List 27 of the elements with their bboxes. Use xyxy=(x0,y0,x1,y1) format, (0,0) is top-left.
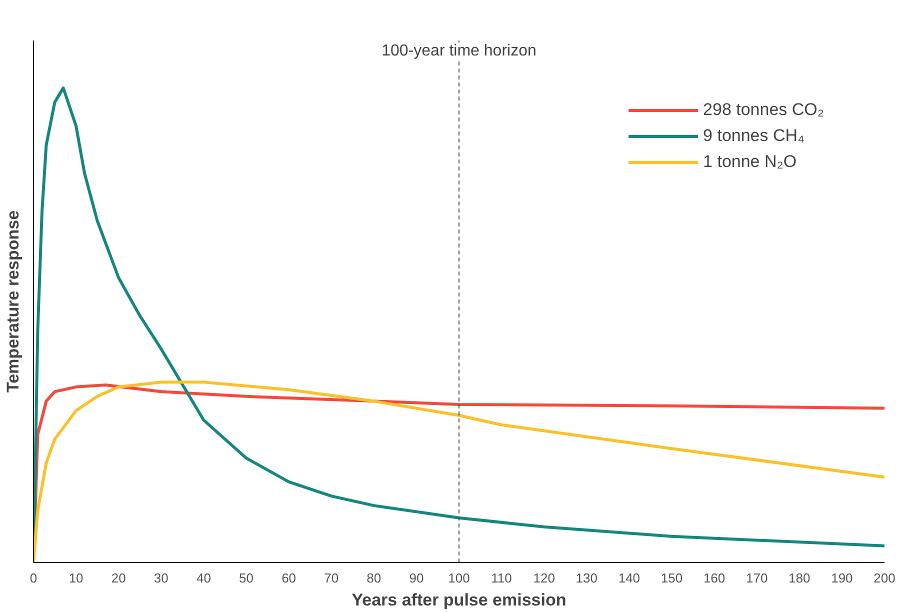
x-tick-label: 120 xyxy=(533,570,555,586)
x-tick-label: 100 xyxy=(448,570,470,586)
x-tick-label: 30 xyxy=(154,570,168,586)
x-tick-label: 10 xyxy=(68,570,84,586)
x-tick-label: 160 xyxy=(703,570,726,586)
legend-label: 9 tonnes CH₄ xyxy=(703,126,804,146)
x-tick-label: 110 xyxy=(491,570,512,586)
x-axis-title: Years after pulse emission xyxy=(352,590,566,610)
x-tick-label: 20 xyxy=(111,570,126,586)
x-tick-label: 50 xyxy=(239,570,254,586)
x-tick-label: 60 xyxy=(282,570,296,586)
x-tick-label: 90 xyxy=(409,570,424,586)
x-tick-label: 140 xyxy=(618,570,640,586)
x-tick-label: 190 xyxy=(831,570,853,586)
legend-label: 298 tonnes CO₂ xyxy=(703,100,824,120)
x-tick-label: 80 xyxy=(366,570,382,586)
x-tick-label: 130 xyxy=(576,570,598,586)
x-tick-label: 0 xyxy=(30,570,38,586)
x-tick-label: 170 xyxy=(746,570,768,586)
x-tick-label: 150 xyxy=(660,570,683,586)
ref-line-label: 100-year time horizon xyxy=(382,42,536,60)
y-axis-title: Temperature response xyxy=(4,210,22,393)
x-tick-label: 200 xyxy=(874,570,896,586)
legend-label: 1 tonne N₂O xyxy=(703,152,797,172)
x-tick-label: 70 xyxy=(324,570,339,586)
x-tick-label: 180 xyxy=(788,570,810,586)
x-tick-label: 40 xyxy=(196,570,211,586)
